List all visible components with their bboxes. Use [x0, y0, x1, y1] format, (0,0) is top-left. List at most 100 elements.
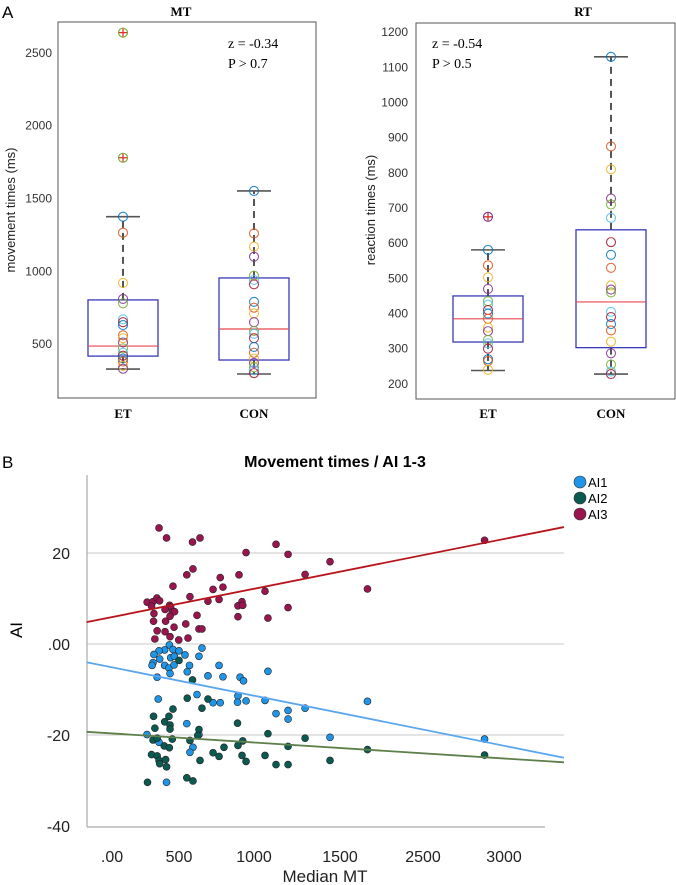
scatter-point: [165, 712, 173, 721]
data-point: [605, 249, 617, 260]
data-point: [117, 320, 129, 331]
scatter-point: [216, 573, 225, 582]
scatter-point: [161, 617, 170, 626]
scatter-point: [155, 596, 164, 605]
series-ai1: [143, 641, 489, 787]
data-point: [605, 193, 617, 204]
scatter-point: [153, 627, 161, 635]
scatter-title: Movement times / AI 1-3: [244, 454, 426, 471]
data-point: [117, 337, 129, 348]
scatter-point: [143, 778, 152, 787]
rt-title: RT: [574, 4, 592, 19]
scatter-point: [166, 632, 174, 641]
scatter-point: [204, 695, 212, 703]
data-point: [117, 227, 129, 238]
scatter-point: [242, 697, 250, 705]
scatter-point: [363, 697, 372, 706]
scatter-point: [272, 709, 280, 718]
scatter-point: [154, 695, 163, 703]
scatter-point: [220, 743, 228, 752]
data-point: [482, 322, 494, 333]
outlier-marker: [119, 153, 127, 162]
scatter-point: [189, 565, 197, 573]
scatter-point: [183, 719, 191, 728]
data-point: [117, 363, 129, 374]
scatter-point: [161, 627, 169, 636]
data-point: [605, 51, 617, 62]
scatter-point: [301, 734, 309, 742]
scatter-point: [162, 763, 171, 771]
data-point: [605, 262, 617, 273]
data-point: [248, 228, 260, 239]
data-point: [117, 333, 129, 344]
legend-marker: [573, 507, 587, 521]
fit-line-ai2: [86, 730, 564, 764]
rt-ylabel: reaction times (ms): [363, 155, 378, 266]
scatter-point: [183, 571, 191, 579]
scatter-point: [215, 661, 223, 670]
scatter-point: [183, 667, 192, 676]
mt-boxplot: 500 1000 1500 2000 2500 ET CON: [25, 21, 317, 421]
rt-ytick-label: 600: [388, 236, 408, 250]
rt-boxplot: 200 300 400 500 600 700 800 900 1000 1100 1200 ET CO…: [381, 22, 676, 421]
scatter-point: [189, 777, 197, 785]
rt-ytick-label: 500: [388, 271, 408, 285]
outlier-circle: [117, 27, 129, 38]
scatter-point: [150, 609, 158, 618]
scatter-point: [363, 585, 372, 593]
scatter-point: [161, 755, 170, 764]
scatter-point: [183, 694, 192, 702]
rt-ytick-label: 400: [388, 307, 408, 321]
xtick-label: .00: [101, 849, 123, 866]
data-point: [482, 244, 494, 255]
scatter-point: [150, 650, 158, 659]
data-point: [248, 274, 260, 286]
scatter-point: [155, 647, 163, 655]
scatter-point: [198, 644, 206, 652]
data-point: [605, 319, 617, 330]
mt-ytick-label: 500: [32, 337, 52, 351]
scatter-point: [204, 672, 212, 680]
data-point: [248, 296, 260, 307]
scatter-point: [284, 760, 292, 769]
data-point: [605, 284, 617, 295]
data-point: [117, 317, 129, 328]
data-point: [605, 287, 617, 298]
data-point: [482, 308, 494, 319]
scatter-point: [186, 748, 194, 757]
scatter-point: [242, 757, 250, 766]
scatter-point: [196, 534, 204, 542]
mt-group-con: [218, 185, 290, 379]
xtick-label: 1500: [322, 849, 358, 866]
scatter-point: [261, 751, 269, 760]
data-point: [117, 293, 129, 304]
data-point: [482, 283, 494, 294]
rt-ytick-label: 1200: [381, 25, 408, 39]
data-point: [248, 362, 260, 373]
scatter-point: [175, 647, 183, 655]
scatter-point: [301, 570, 309, 579]
mt-category-label: ET: [114, 406, 132, 421]
scatter-point: [166, 612, 174, 621]
scatter-point: [170, 661, 178, 669]
legend-label: AI1: [588, 475, 608, 490]
series-ai3: [143, 524, 489, 644]
data-point: [605, 306, 617, 317]
xtick-label: 3000: [486, 849, 522, 866]
data-point: [248, 341, 260, 352]
data-point: [117, 360, 129, 371]
scatter-point: [149, 712, 158, 721]
data-point: [248, 241, 260, 252]
scatter-point: [198, 704, 206, 712]
scatter-point: [170, 607, 179, 616]
boxplot-panels: 500 1000 1500 2000 2500 ET CON 200 300 400 500 600 7…: [25, 21, 676, 421]
scatter-point: [193, 690, 201, 699]
rt-annotation-p: P > 0.5: [432, 57, 472, 72]
legend-marker: [573, 475, 587, 489]
data-point: [117, 356, 129, 367]
scatter-point: [148, 661, 156, 670]
scatter-point: [181, 651, 189, 659]
rt-ytick-label: 200: [388, 377, 408, 391]
scatter-point: [284, 715, 292, 723]
